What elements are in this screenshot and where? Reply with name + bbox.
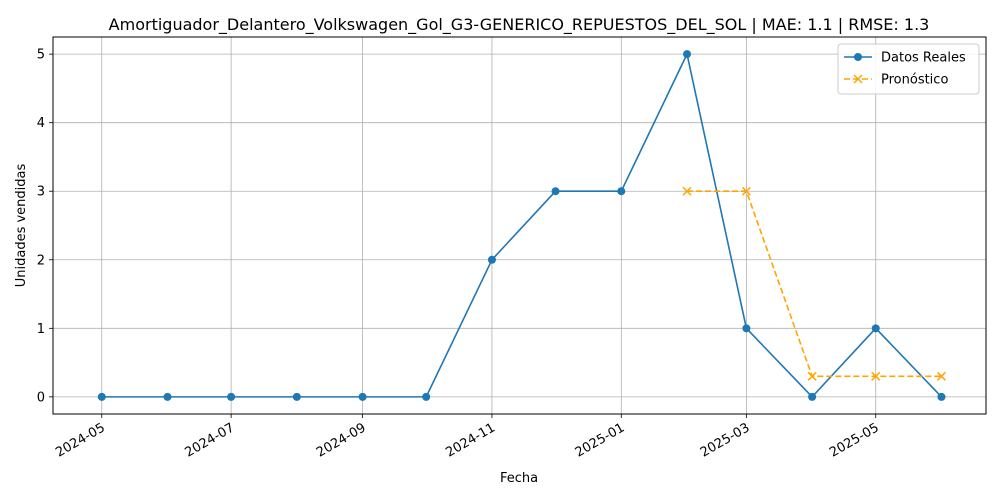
- data-point: [682, 186, 692, 196]
- data-point: [937, 392, 946, 401]
- legend-item: Pronóstico: [844, 73, 948, 88]
- data-point: [358, 392, 367, 401]
- data-point: [854, 53, 862, 61]
- y-tick-label: 1: [37, 322, 45, 337]
- chart-title: Amortiguador_Delantero_Volkswagen_Gol_G3…: [109, 15, 930, 35]
- data-point: [807, 371, 817, 381]
- y-axis: 0 1 2 3 4 5: [37, 48, 53, 405]
- y-tick-label: 0: [37, 390, 45, 405]
- data-point: [741, 186, 751, 196]
- x-axis-label: Fecha: [500, 471, 538, 486]
- data-point: [683, 50, 692, 59]
- grid: [53, 37, 986, 414]
- legend-box: [837, 43, 980, 95]
- series-forecast: [682, 186, 947, 381]
- data-point: [551, 187, 560, 196]
- series-line: [101, 51, 943, 399]
- data-point: [871, 371, 881, 381]
- data-point: [227, 392, 236, 401]
- series-actual: [97, 50, 946, 401]
- data-point: [742, 324, 751, 333]
- legend-item: Datos Reales: [844, 51, 966, 66]
- legend-label: Pronóstico: [881, 73, 948, 88]
- data-point: [871, 324, 880, 333]
- data-point: [163, 392, 172, 401]
- plot-frame: [52, 36, 987, 415]
- data-point: [936, 371, 947, 381]
- y-tick-label: 3: [37, 185, 45, 200]
- y-tick-label: 4: [37, 116, 45, 131]
- legend-label: Datos Reales: [881, 51, 966, 66]
- data-point: [617, 187, 626, 196]
- y-tick-label: 2: [37, 253, 45, 268]
- data-point: [292, 392, 301, 401]
- data-point: [422, 392, 431, 401]
- data-point: [97, 392, 106, 401]
- y-tick-label: 5: [37, 48, 45, 63]
- y-axis-label: Unidades vendidas: [14, 164, 29, 288]
- legend: Datos Reales Pronóstico: [837, 43, 980, 95]
- data-point: [853, 74, 863, 84]
- data-point: [808, 392, 817, 401]
- data-point: [487, 255, 496, 264]
- series-layer: [97, 50, 947, 401]
